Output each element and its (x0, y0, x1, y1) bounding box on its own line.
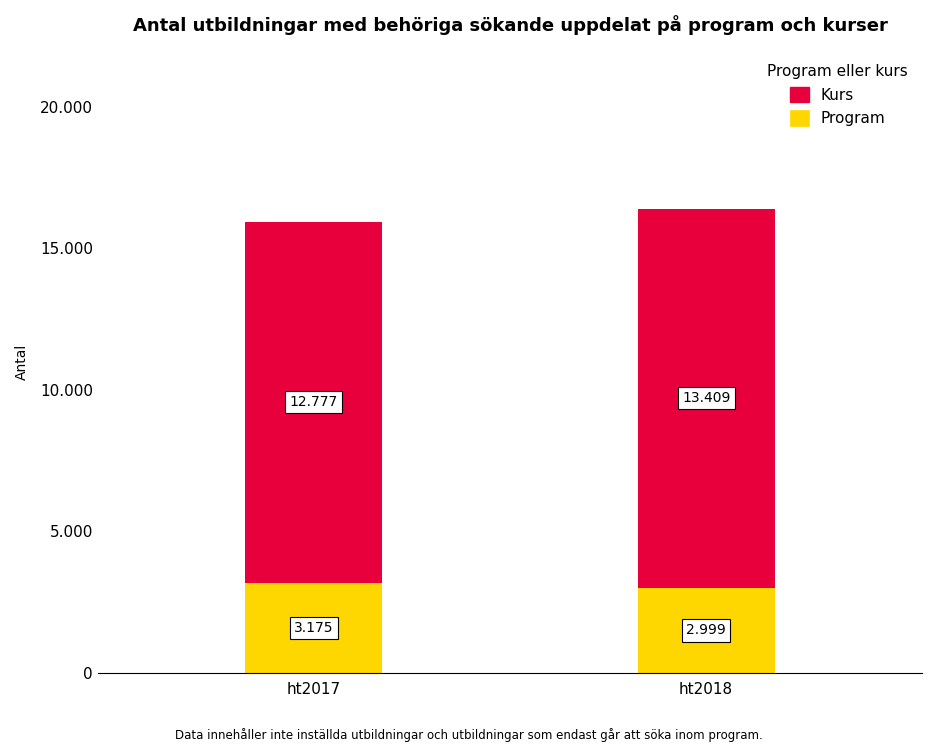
Text: 12.777: 12.777 (289, 395, 338, 410)
Legend: Kurs, Program: Kurs, Program (761, 58, 914, 133)
Text: 2.999: 2.999 (685, 623, 725, 638)
Bar (636, 588, 774, 673)
Text: Data innehåller inte inställda utbildningar och utbildningar som endast går att : Data innehåller inte inställda utbildnin… (174, 728, 762, 742)
Bar (636, 209, 774, 588)
Title: Antal utbildningar med behöriga sökande uppdelat på program och kurser: Antal utbildningar med behöriga sökande … (132, 15, 886, 35)
Bar (245, 221, 382, 583)
Bar (245, 583, 382, 673)
Text: 13.409: 13.409 (681, 392, 729, 405)
Text: 3.175: 3.175 (294, 621, 333, 634)
Y-axis label: Antal: Antal (15, 344, 29, 380)
